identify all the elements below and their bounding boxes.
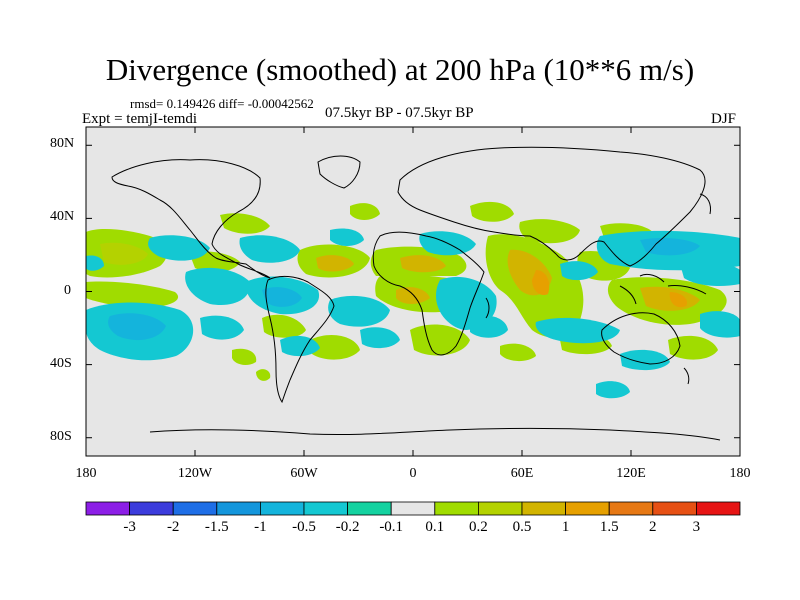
colorbar-swatch [696,501,741,516]
colorbar-label: 0.2 [469,519,488,535]
colorbar-swatch [259,501,305,516]
colorbar-label: -2 [166,519,180,535]
lat-tick-label: 80N [50,136,75,152]
lon-tick-marks [85,127,741,456]
coastlines [111,146,721,441]
divergence-field [86,146,740,441]
lon-tick-label: 120W [177,466,213,481]
experiment-label: Expt = temjI-temdi [82,111,198,127]
colorbar-label: -0.1 [379,519,404,535]
lon-tick-label: 60W [290,466,318,481]
colorbar-label: -1.5 [204,519,229,535]
lat-tick-label: 40N [50,209,75,225]
colorbar-swatch [521,501,566,516]
colorbar-label: 1 [561,519,570,535]
lat-tick-label: 40S [50,355,72,371]
lat-tick-label: 0 [64,282,71,298]
colorbar-label: -1 [254,519,267,535]
lon-tick-label: 120E [616,466,646,481]
colorbar-swatch [434,501,479,516]
lat-tick-marks [86,144,740,439]
colorbar-label: 0.1 [425,519,445,535]
colorbar-swatch [347,501,392,516]
season-label: DJF [711,111,737,127]
period-label: 07.5kyr BP - 07.5kyr BP [325,105,474,121]
colorbar-swatch [303,501,348,516]
colorbar-label: 0.5 [512,519,532,535]
colorbar-label: 1.5 [599,519,619,535]
colorbar-swatch [85,501,130,516]
colorbar-swatch [172,501,218,516]
colorbar [85,501,741,516]
lat-tick-label: 80S [50,428,72,444]
colorbar-label: -0.5 [292,519,316,535]
lon-tick-label: 0 [409,466,417,481]
lon-tick-label: 180 [729,466,751,481]
stats-text: rmsd= 0.149426 diff= -0.00042562 [130,96,314,111]
lon-tick-label: 180 [75,466,97,481]
positive-divergence-regions [86,201,727,381]
colorbar-swatch [216,501,261,516]
negative-divergence-regions [86,228,740,399]
colorbar-swatch [129,501,174,516]
colorbar-label: 3 [692,519,701,535]
colorbar-swatch [390,501,436,516]
colorbar-swatch [608,501,654,516]
colorbar-swatch [652,501,697,516]
colorbar-label: -0.2 [335,519,360,535]
colorbar-label: -3 [123,519,136,535]
colorbar-label: 2 [649,519,657,535]
lon-tick-label: 60E [510,466,534,481]
colorbar-swatch [565,501,610,516]
colorbar-swatch [477,501,523,516]
plot-title: Divergence (smoothed) at 200 hPa (10**6 … [105,52,695,87]
